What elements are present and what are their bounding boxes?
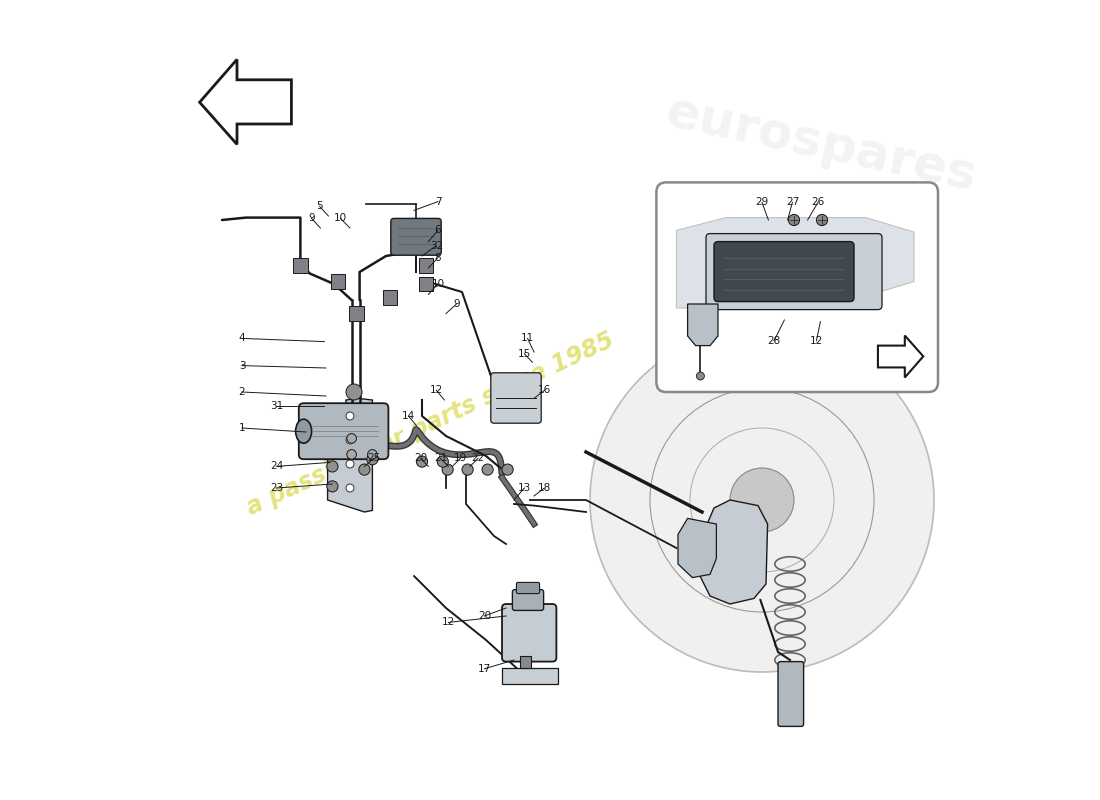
FancyBboxPatch shape — [657, 182, 938, 392]
Text: 8: 8 — [434, 253, 441, 262]
Text: 26: 26 — [812, 198, 825, 207]
FancyBboxPatch shape — [714, 242, 854, 302]
Polygon shape — [676, 218, 914, 308]
Bar — [331, 274, 345, 289]
Text: eurospares: eurospares — [662, 88, 981, 200]
Text: 19: 19 — [454, 454, 467, 463]
Bar — [383, 290, 397, 305]
Text: 12: 12 — [810, 336, 823, 346]
Circle shape — [346, 450, 356, 459]
Text: 21: 21 — [433, 454, 447, 463]
Bar — [419, 277, 433, 291]
Text: 31: 31 — [270, 402, 283, 411]
Circle shape — [346, 412, 354, 420]
FancyBboxPatch shape — [513, 590, 543, 610]
Polygon shape — [328, 398, 373, 512]
Text: 6: 6 — [434, 226, 441, 235]
Circle shape — [590, 328, 934, 672]
Circle shape — [359, 464, 370, 475]
FancyBboxPatch shape — [491, 373, 541, 423]
Text: 12: 12 — [430, 386, 443, 395]
Ellipse shape — [296, 419, 311, 443]
Circle shape — [442, 464, 453, 475]
Bar — [419, 258, 433, 273]
Bar — [421, 238, 436, 253]
Bar — [519, 656, 531, 668]
Text: 23: 23 — [270, 483, 283, 493]
Text: 3: 3 — [239, 361, 245, 370]
Polygon shape — [878, 335, 923, 378]
Text: 25: 25 — [367, 454, 381, 463]
Text: 11: 11 — [521, 334, 535, 343]
Circle shape — [462, 464, 473, 475]
Text: 24: 24 — [270, 462, 283, 471]
Text: 12: 12 — [442, 618, 455, 627]
Text: 9: 9 — [308, 214, 315, 223]
Bar — [294, 258, 308, 273]
Text: 2: 2 — [239, 387, 245, 397]
Polygon shape — [698, 500, 768, 604]
Text: 7: 7 — [434, 197, 441, 206]
Circle shape — [346, 484, 354, 492]
Circle shape — [346, 434, 356, 443]
Text: 16: 16 — [538, 386, 551, 395]
Text: 1985: 1985 — [817, 233, 906, 279]
Circle shape — [437, 456, 449, 467]
Polygon shape — [199, 59, 292, 144]
Circle shape — [346, 384, 362, 400]
Circle shape — [417, 456, 428, 467]
Circle shape — [482, 464, 493, 475]
Text: 20: 20 — [477, 611, 491, 621]
Polygon shape — [678, 518, 716, 578]
FancyBboxPatch shape — [516, 582, 540, 594]
FancyBboxPatch shape — [299, 403, 388, 459]
Text: 1: 1 — [239, 423, 245, 433]
Circle shape — [730, 468, 794, 532]
Circle shape — [327, 481, 338, 492]
Text: 27: 27 — [785, 198, 799, 207]
Text: 32: 32 — [430, 241, 443, 250]
Circle shape — [367, 450, 377, 459]
FancyBboxPatch shape — [390, 218, 441, 255]
FancyBboxPatch shape — [706, 234, 882, 310]
Text: 13: 13 — [518, 483, 531, 493]
Text: 20: 20 — [414, 454, 427, 463]
Text: 22: 22 — [472, 454, 485, 463]
Polygon shape — [502, 668, 558, 684]
Text: 5: 5 — [317, 202, 323, 211]
FancyBboxPatch shape — [502, 604, 557, 662]
Circle shape — [789, 214, 800, 226]
Circle shape — [346, 460, 354, 468]
Text: a passion for parts since 1985: a passion for parts since 1985 — [242, 328, 617, 520]
Text: 28: 28 — [768, 336, 781, 346]
Circle shape — [816, 214, 827, 226]
Circle shape — [502, 464, 514, 475]
Text: 18: 18 — [538, 483, 551, 493]
Text: 14: 14 — [402, 411, 415, 421]
Polygon shape — [688, 304, 718, 346]
Circle shape — [696, 372, 704, 380]
FancyBboxPatch shape — [778, 662, 804, 726]
Text: 10: 10 — [431, 279, 444, 289]
Text: 9: 9 — [453, 299, 460, 309]
Text: 29: 29 — [756, 198, 769, 207]
Circle shape — [327, 461, 338, 472]
Text: 17: 17 — [477, 664, 491, 674]
Text: 10: 10 — [333, 214, 346, 223]
Text: 15: 15 — [518, 349, 531, 358]
Bar — [349, 306, 364, 321]
Circle shape — [366, 454, 378, 465]
Text: 4: 4 — [239, 334, 245, 343]
Circle shape — [346, 436, 354, 444]
